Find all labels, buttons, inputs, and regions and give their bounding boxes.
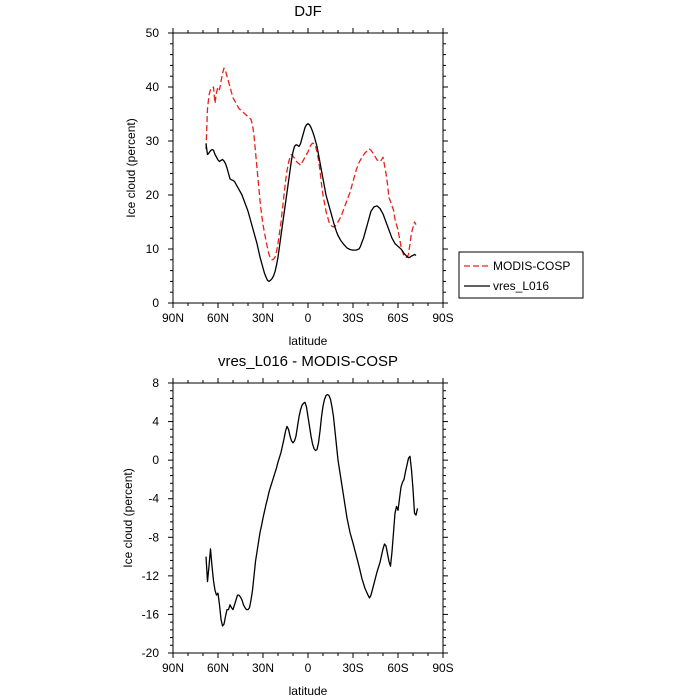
series-line-modis-cosp: [205, 67, 417, 261]
x-tick-label: 30N: [252, 311, 274, 325]
x-axis-label: latitude: [289, 334, 328, 348]
series-group: [205, 67, 417, 283]
x-tick-label: 90S: [432, 661, 453, 675]
y-tick-label: 50: [146, 26, 160, 40]
series-line-vres-l016: [205, 123, 417, 283]
plot-frame: [172, 32, 444, 304]
y-tick-label: -16: [142, 607, 160, 621]
x-tick-label: 60S: [387, 661, 408, 675]
y-axis-label: Ice cloud (percent): [121, 468, 135, 567]
x-tick-label: 60S: [387, 311, 408, 325]
x-tick-label: 90N: [162, 311, 184, 325]
plot-frame: [172, 382, 444, 654]
bottom-panel: vres_L016 - MODIS-COSP latitude Ice clou…: [121, 353, 454, 698]
x-tick-label: 0: [305, 661, 312, 675]
top-panel: DJF latitude Ice cloud (percent) 90N 60N 3…: [124, 3, 454, 348]
x-tick-label: 60N: [207, 661, 229, 675]
x-tick-label: 90S: [432, 311, 453, 325]
y-tick-label: 20: [146, 188, 160, 202]
y-tick-label: -20: [142, 646, 160, 660]
legend-label-vres-l016: vres_L016: [493, 279, 549, 293]
ticks: 90N 60N 30N 0 30S 60S 90S -20 -16 -12 -8 -4 0 4 8: [142, 376, 454, 675]
x-tick-label: 90N: [162, 661, 184, 675]
y-tick-label: 40: [146, 80, 160, 94]
ticks: 90N 60N 30N 0 30S 60S 90S 0 10 20 30 40 50: [146, 26, 454, 325]
chart-title: DJF: [294, 3, 322, 20]
y-tick-label: 8: [152, 376, 159, 390]
x-tick-label: 30N: [252, 661, 274, 675]
y-tick-label: 10: [146, 242, 160, 256]
legend: MODIS-COSP vres_L016: [458, 251, 584, 299]
legend-label-modis-cosp: MODIS-COSP: [493, 259, 570, 273]
x-axis-label: latitude: [289, 684, 328, 698]
series-group: [205, 393, 419, 627]
y-tick-label: 0: [152, 296, 159, 310]
y-tick-label: -4: [148, 492, 159, 506]
chart-title: vres_L016 - MODIS-COSP: [218, 353, 398, 370]
y-tick-label: 4: [152, 415, 159, 429]
x-tick-label: 30S: [342, 311, 363, 325]
y-axis-label: Ice cloud (percent): [124, 118, 138, 217]
y-tick-label: -8: [148, 530, 159, 544]
x-tick-label: 30S: [342, 661, 363, 675]
legend-box: [458, 251, 584, 299]
x-tick-label: 60N: [207, 311, 229, 325]
x-tick-label: 0: [305, 311, 312, 325]
series-line-vres-l016-modis-cosp: [205, 393, 419, 627]
y-tick-label: 30: [146, 134, 160, 148]
y-tick-label: -12: [142, 569, 160, 583]
y-tick-label: 0: [152, 453, 159, 467]
